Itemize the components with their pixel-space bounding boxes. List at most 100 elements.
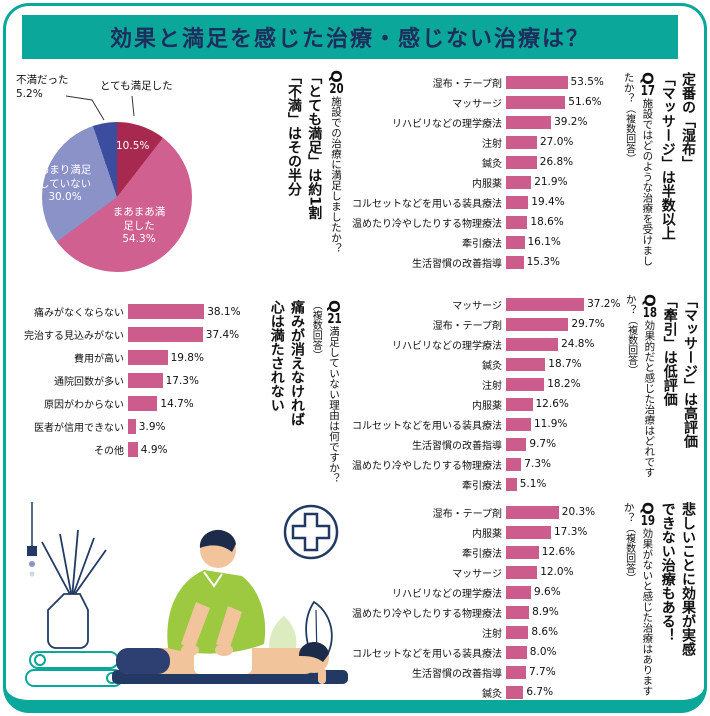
bar-category-label: 生活習慣の改善指導	[412, 258, 502, 270]
bar-value-label: 39.2%	[554, 116, 588, 128]
hanging-beads-icon	[27, 502, 37, 577]
pie-value-very-satisfied: 10.5%	[116, 140, 150, 152]
headline-q20: 「とても満足」は約1割 「不満」はその半分	[285, 70, 323, 220]
bar-row: 完治する見込みがない 37.4%	[16, 323, 241, 346]
chart-section-q18: マッサージ 37.2% 湿布・テープ剤 29.7% リハビリなどの理学療法 24…	[350, 294, 700, 499]
bar-category-label: 注射	[482, 380, 502, 392]
bar-value-label: 17.3%	[554, 526, 588, 538]
header-banner: 効果と満足を感じた治療・感じない治療は？	[22, 15, 678, 59]
bar	[128, 304, 205, 319]
bar-value-label: 14.7%	[160, 397, 194, 410]
bar-value-label: 26.8%	[539, 156, 574, 168]
bar-category-label: 注射	[482, 138, 502, 150]
bar-row: 湿布・テープ剤 20.3%	[350, 502, 595, 522]
caption-q20: Q20施設での治療に満足しましたか？ 「とても満足」は約1割 「不満」はその半分	[282, 70, 348, 268]
bar	[506, 317, 569, 331]
bar-category-label: 温めたり冷やしたりする物理療法	[352, 608, 502, 620]
bar-value-label: 11.9%	[534, 418, 568, 430]
bar-category-label: リハビリなどの理学療法	[392, 588, 502, 600]
bar-category-label: 牽引療法	[462, 548, 502, 560]
bar-value-label: 37.4%	[205, 328, 240, 341]
bar-row: 内服薬 17.3%	[350, 522, 595, 542]
bar-row: 温めたり冷やしたりする物理療法 18.6%	[350, 212, 604, 232]
bar-category-label: 完治する見込みがない	[24, 331, 124, 342]
chart-section-q20: 不満だった 5.2% とても満足した 10.5% まあまあ満足した 54.3% …	[12, 70, 348, 290]
bar-value-label: 16.1%	[527, 236, 561, 248]
bar-category-label: 湿布・テープ剤	[432, 320, 502, 332]
pie-value-not-very-satisfied: 30.0%	[48, 191, 82, 204]
bar	[506, 297, 585, 311]
bar-chart-q21: 痛みがなくならない 38.1% 完治する見込みがない 37.4% 費用が高い 1…	[16, 300, 241, 461]
bar-value-label: 9.6%	[534, 586, 561, 598]
rolled-towels-icon	[25, 651, 123, 687]
bar	[128, 442, 138, 457]
question-q19: Q19効果がないと感じた治療はありますか？（複数回答）	[622, 502, 657, 696]
masseur-figure	[167, 529, 266, 656]
bar-row: リハビリなどの理学療法 39.2%	[350, 112, 604, 132]
bar	[506, 195, 529, 209]
bar-row: マッサージ 12.0%	[350, 562, 595, 582]
bar	[506, 397, 533, 411]
pie-label-very-satisfied: とても満足した	[100, 80, 173, 92]
bar-value-label: 24.8%	[561, 338, 595, 350]
chart-section-q17: 湿布・テープ剤 53.5% マッサージ 51.6% リハビリなどの理学療法 39…	[350, 72, 700, 284]
aroma-diffuser-icon	[41, 529, 107, 649]
bar-row: 痛みがなくならない 38.1%	[16, 300, 241, 323]
bar-category-label: 牽引療法	[462, 238, 502, 250]
bar	[506, 235, 525, 249]
bar	[506, 585, 531, 599]
massage-illustration	[16, 498, 350, 694]
headline-q21: 痛みが消えなければ 心は満たされない	[268, 300, 306, 426]
bar-category-label: 注射	[482, 628, 502, 640]
bar-value-label: 27.0%	[540, 136, 574, 148]
bar-category-label: 内服薬	[472, 400, 502, 412]
pie	[42, 122, 192, 272]
bar-category-label: マッサージ	[452, 300, 502, 312]
bar-value-label: 18.6%	[530, 216, 564, 228]
bar	[506, 565, 538, 579]
bar-row: 湿布・テープ剤 29.7%	[350, 314, 620, 334]
bar-row: 牽引療法 12.6%	[350, 542, 595, 562]
bar-value-label: 5.1%	[519, 478, 547, 490]
bar-category-label: 湿布・テープ剤	[432, 508, 502, 520]
bar-value-label: 4.9%	[140, 443, 168, 456]
bar	[506, 377, 545, 391]
question-q20: Q20施設での治療に満足しましたか？	[327, 70, 345, 254]
bar-row: 牽引療法 16.1%	[350, 232, 604, 252]
bar-value-label: 17.3%	[165, 374, 199, 387]
bar-category-label: コルセットなどを用いる装具療法	[352, 420, 502, 432]
pie-chart-q20: 不満だった 5.2% とても満足した 10.5% まあまあ満足した 54.3% …	[12, 70, 226, 284]
bar	[506, 337, 559, 351]
bar-category-label: 痛みがなくならない	[34, 308, 124, 319]
bar-category-label: マッサージ	[452, 568, 502, 580]
bar-category-label: 費用が高い	[74, 354, 124, 365]
bar-row: 注射 18.2%	[350, 374, 620, 394]
bar	[128, 419, 136, 434]
question-number-q18: Q18	[640, 294, 659, 320]
caption-q17: 定番の「湿布」 「マッサージ」は半数以上 Q17施設ではどのような治療を受けまし…	[618, 72, 700, 272]
pie-label-not-very-satisfied: あまり満足していない 30.0%	[38, 164, 92, 204]
bar-row: 原因がわからない 14.7%	[16, 392, 241, 415]
bar	[506, 437, 527, 451]
headline-q18: 「マッサージ」は高評価 「牽引」は低評価	[661, 294, 699, 448]
bar-category-label: コルセットなどを用いる装具療法	[352, 198, 502, 210]
caption-q19: 悲しいことに効果が実感 できない治療もある！ Q19効果がないと感じた治療はあり…	[618, 502, 700, 700]
bar-row: 注射 27.0%	[350, 132, 604, 152]
question-number-q21: Q21	[325, 300, 343, 326]
bar-row: 鍼灸 26.8%	[350, 152, 604, 172]
bar-category-label: コルセットなどを用いる装具療法	[352, 648, 502, 660]
bar-category-label: マッサージ	[452, 98, 502, 110]
question-q21: Q21満足していない理由は何ですか？（複数回答）	[310, 300, 343, 484]
bar-row: 通院回数が多い 17.3%	[16, 369, 241, 392]
bar-category-label: リハビリなどの理学療法	[392, 340, 502, 352]
bar-row: コルセットなどを用いる装具療法 19.4%	[350, 192, 604, 212]
bar-category-label: 鍼灸	[482, 688, 502, 700]
bar-value-label: 19.4%	[531, 196, 565, 208]
bar-category-label: 通院回数が多い	[54, 377, 124, 388]
bar-value-label: 3.9%	[138, 420, 166, 433]
bar-row: 医者が信用できない 3.9%	[16, 415, 241, 438]
bar	[506, 255, 524, 269]
bar	[506, 155, 537, 169]
bar-row: 温めたり冷やしたりする物理療法 8.9%	[350, 602, 595, 622]
bar-row: コルセットなどを用いる装具療法 11.9%	[350, 414, 620, 434]
